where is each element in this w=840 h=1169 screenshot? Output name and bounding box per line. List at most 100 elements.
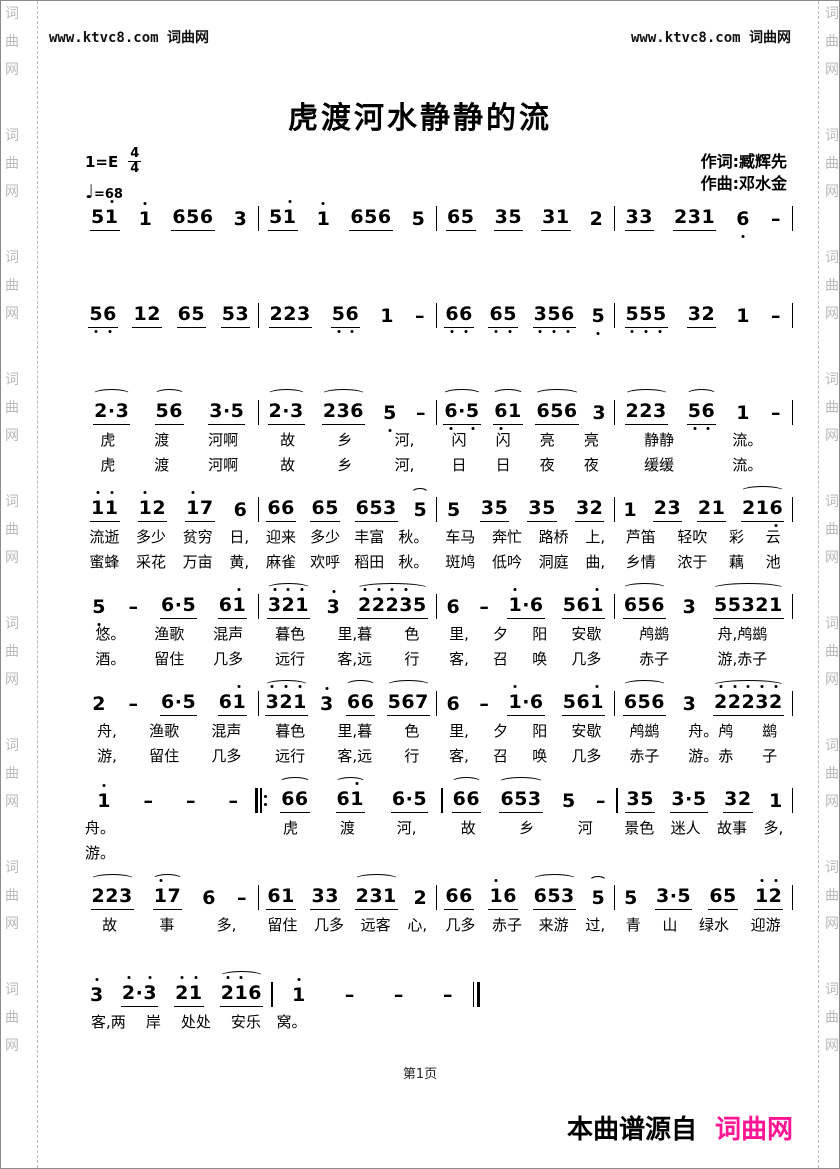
lyric-word: 多少 — [310, 528, 341, 546]
note-char: 3 — [209, 400, 223, 422]
lyrics-line-2: 酒。 留住 几多 远行 客,远 行 客, 召 唤 几多 赤子 游,赤子 — [81, 648, 793, 669]
note-char: 6 — [350, 206, 365, 228]
notation-row: 2 2 3 1 7 6–6 1 3 3 2 3 1 2 6 6 1 6 6 5 3 5 5 3 · 5 6 5 1 2 — [81, 874, 793, 910]
octave-dot-above — [237, 588, 241, 591]
lyric-word: 稻田 — [354, 553, 385, 571]
note-char: 5 — [494, 497, 509, 519]
measure: 1 – – – — [273, 978, 473, 1007]
note-char: 5 — [387, 691, 402, 713]
lyric-spacer — [792, 842, 794, 863]
watermark-character: 词 — [825, 6, 839, 22]
note-group: 5 — [561, 789, 577, 813]
note-char: 5 — [640, 788, 654, 810]
note-char: 5 — [547, 885, 562, 907]
watermark-character: 词 — [825, 738, 839, 754]
note-char: 3 — [118, 885, 133, 907]
lyric-word: 舟。 — [85, 819, 116, 837]
lyric-word: 混声 — [211, 722, 242, 740]
barline — [791, 691, 793, 716]
lyric-word: 低吟 — [492, 553, 523, 571]
note-char: 1 — [736, 305, 750, 327]
note-char: 5 — [508, 206, 523, 228]
note-char: 5 — [714, 594, 728, 616]
octave-dot-above — [595, 685, 599, 688]
lyric-measure: 景色 迷人 故事 多, — [616, 817, 792, 838]
note-char: 1 — [380, 305, 394, 327]
note-char: 1 — [508, 685, 522, 714]
note-char: 3 — [652, 400, 667, 422]
lyric-measure: 静静 流。 — [615, 429, 792, 450]
note-group: 6 · 5 — [160, 593, 198, 619]
note-char: 1 — [281, 885, 295, 907]
note-char: – — [479, 693, 490, 715]
note-char: 6 — [736, 207, 750, 238]
note-char: 6 — [503, 885, 517, 907]
lyric-word: 日 — [451, 456, 467, 474]
note-char: 2 — [385, 588, 399, 617]
lyric-word: 日, — [229, 528, 250, 546]
note-char: 5 — [269, 206, 283, 228]
note-char: 1 — [105, 200, 119, 229]
note-group: – — [478, 692, 490, 716]
lyric-word: 渡 — [339, 819, 355, 837]
note-char: · — [282, 400, 290, 422]
lyric-word: 万亩 — [182, 553, 213, 571]
site-brand-link[interactable]: 词曲网 — [714, 1115, 793, 1145]
note-char: 5 — [562, 691, 577, 713]
lyric-word: 客, — [449, 650, 469, 668]
note-char: · — [685, 788, 693, 810]
octave-dot-above — [143, 491, 147, 494]
lyric-word: 虎 — [100, 456, 116, 474]
measure: 3 2 · 3 2 1 2 1 6 — [81, 971, 271, 1007]
lyric-word: 几多 — [314, 916, 345, 934]
watermark-character: 网 — [5, 306, 19, 322]
note-char: 2 — [372, 588, 386, 617]
note-char: 6 — [446, 596, 461, 618]
lyric-word: 几多 — [571, 650, 602, 668]
lyric-spacer — [792, 720, 794, 741]
lyric-measure: 远行 客,远 行 — [259, 648, 436, 669]
note-group: – — [442, 983, 454, 1007]
octave-dot-below — [552, 330, 556, 333]
note-char: 2 — [358, 588, 372, 617]
score: 5 1 1 6 5 6 3 5 1 1 6 5 6 5 6 5 3 5 3 1 2 3 3 2 3 1 6–5 6 1 2 6 5 5 3 2 2 3 5… — [81, 195, 793, 1068]
note-group: 2 — [412, 886, 428, 910]
watermark-character: 词 — [5, 372, 19, 388]
note-char: 6 — [533, 885, 548, 907]
note-group: 3 · 5 — [654, 884, 693, 910]
watermark-character: 曲 — [5, 766, 19, 782]
note-char: 7 — [415, 691, 429, 713]
note-char: 6 — [651, 691, 666, 713]
octave-dot-below — [108, 330, 112, 333]
note-char: 1 — [283, 200, 297, 229]
note-group: 1 — [768, 789, 784, 813]
lyric-word: 浓于 — [677, 553, 708, 571]
lyric-word: 采花 — [136, 553, 167, 571]
lyric-word: 亮 — [583, 431, 599, 449]
note-char: 1 — [711, 497, 726, 519]
note-char: 3 — [682, 596, 697, 618]
slur-arc — [151, 874, 184, 885]
lyric-word: 心, — [407, 916, 428, 934]
lyrics-line-1: 舟, 渔歌 混声 暮色 里,暮 色 里, 夕 阳 安歇 鸬鹚 舟。鸬 鹚 — [81, 720, 793, 741]
note-char: 3 — [233, 208, 248, 230]
note-char: 3 — [671, 788, 686, 810]
octave-dot-below — [693, 427, 697, 430]
octave-dot-above — [286, 588, 290, 591]
note-char: 1 — [768, 594, 783, 616]
slur-arc — [153, 389, 185, 400]
score-system: 2–6 · 5 6 1 3 2 1 3 6 6 5 6 7 6–1 · 6 5 6 1 6 5 6 3 2 2 2 3 2 舟, 渔歌 混声暮… — [81, 680, 793, 766]
lyric-word: 秋。 — [398, 528, 429, 546]
note-group: – — [344, 983, 356, 1007]
slur-arc — [344, 680, 377, 691]
lyric-measure: 赤子 游。赤 子 — [615, 745, 792, 766]
octave-dot-above — [719, 685, 723, 688]
lyric-measure: 芦笛 轻吹 彩 云 — [615, 526, 792, 547]
